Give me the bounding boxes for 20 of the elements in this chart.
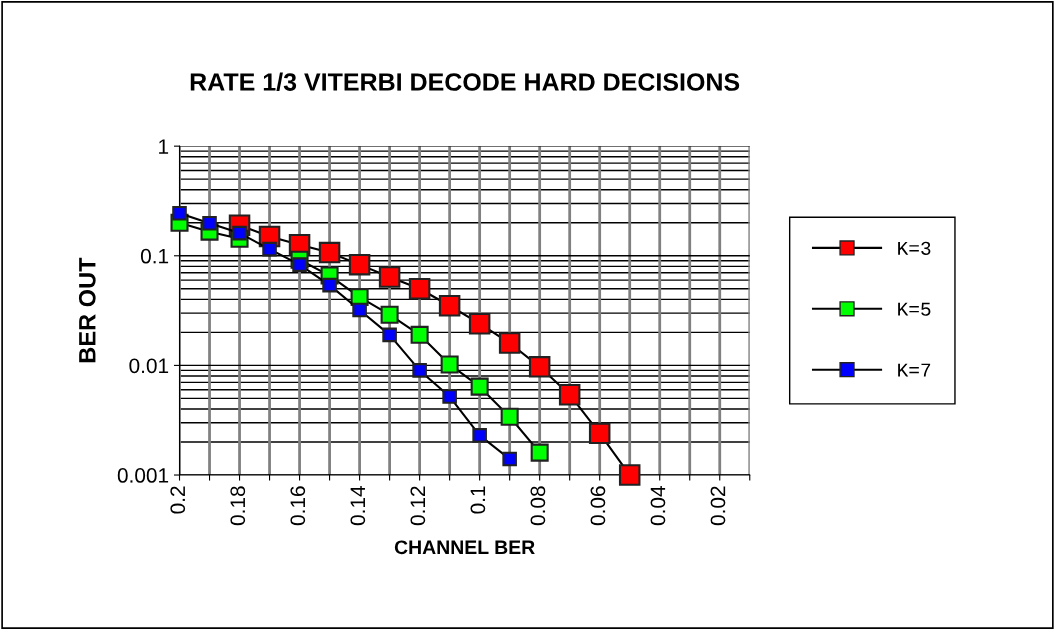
legend-label: K=7 (898, 363, 931, 377)
y-tick-label: 0.001 (117, 468, 169, 483)
chart-title: RATE 1/3 VITERBI DECODE HARD DECISIONS (190, 72, 740, 92)
legend-label: K=3 (898, 241, 931, 255)
y-axis-title: BER OUT (78, 257, 96, 363)
x-tick-label: 0.12 (410, 486, 426, 526)
y-tick-label: 0.1 (140, 248, 169, 264)
x-axis-title: CHANNEL BER (394, 540, 535, 555)
x-tick-label: 0.1 (470, 486, 486, 514)
x-tick-label: 0.16 (290, 486, 306, 526)
y-tick-label: 1 (159, 139, 169, 154)
y-tick-label: 0.01 (129, 358, 169, 374)
x-tick-label: 0.2 (170, 486, 186, 514)
x-tick-label: 0.08 (530, 486, 546, 526)
x-tick-label: 0.18 (230, 486, 246, 526)
x-tick-label: 0.14 (350, 486, 366, 526)
x-tick-label: 0.06 (590, 486, 606, 526)
x-tick-label: 0.04 (650, 486, 666, 526)
legend-label: K=5 (898, 302, 931, 316)
x-tick-label: 0.02 (710, 486, 726, 526)
